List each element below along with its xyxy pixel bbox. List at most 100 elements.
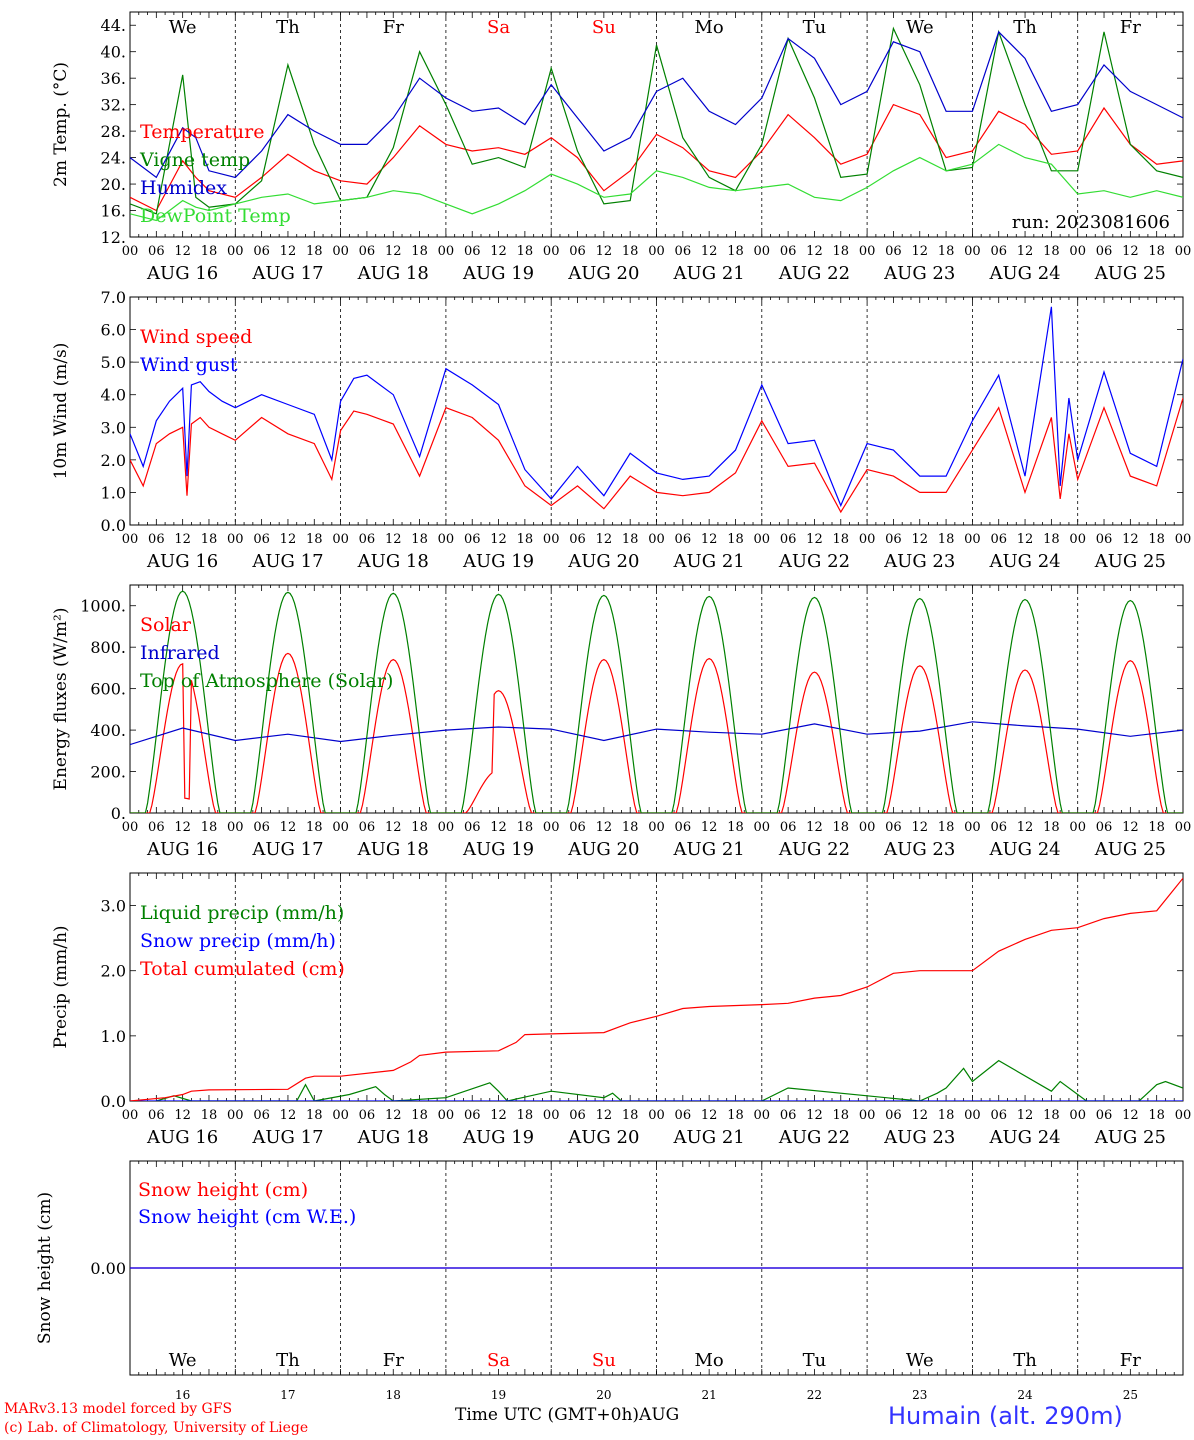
hour-label: 06 bbox=[675, 1108, 692, 1123]
hour-label: 06 bbox=[359, 244, 376, 259]
y-tick-label: 0.0 bbox=[101, 1092, 126, 1111]
hour-label: 12 bbox=[911, 244, 928, 259]
date-label: AUG 25 bbox=[1094, 551, 1166, 572]
y-axis-label: 2m Temp. (°C) bbox=[51, 62, 71, 187]
hour-label: 18 bbox=[517, 244, 534, 259]
weekday-label: We bbox=[906, 17, 934, 38]
model-credit: MARv3.13 model forced by GFS bbox=[4, 1401, 233, 1417]
hour-label: 00 bbox=[332, 244, 349, 259]
hour-label: 18 bbox=[411, 1108, 428, 1123]
hour-label: 06 bbox=[148, 1108, 165, 1123]
legend-entry: Top of Atmosphere (Solar) bbox=[140, 670, 393, 692]
hour-label: 00 bbox=[332, 1108, 349, 1123]
date-label: AUG 21 bbox=[673, 263, 745, 284]
date-label: AUG 16 bbox=[146, 839, 218, 860]
date-label: AUG 16 bbox=[146, 263, 218, 284]
hour-label: 18 bbox=[411, 244, 428, 259]
y-tick-label: 1.0 bbox=[101, 1027, 126, 1046]
hour-label: 00 bbox=[859, 820, 876, 835]
series-line-liquid-precip-mm-h bbox=[156, 1059, 1183, 1101]
y-axis-label: Precip (mm/h) bbox=[51, 925, 71, 1048]
date-label: AUG 25 bbox=[1094, 263, 1166, 284]
date-label: AUG 20 bbox=[567, 551, 639, 572]
y-tick-label: 0.0 bbox=[101, 516, 126, 535]
hour-label: 18 bbox=[201, 820, 218, 835]
hour-label: 18 bbox=[411, 532, 428, 547]
hour-label: 06 bbox=[885, 532, 902, 547]
hour-label: 06 bbox=[1096, 1108, 1113, 1123]
hour-label: 00 bbox=[227, 532, 244, 547]
y-tick-label: 2.0 bbox=[101, 451, 126, 470]
legend-entry: Vigne temp bbox=[139, 149, 250, 171]
legend-entry: Snow height (cm) bbox=[138, 1179, 308, 1201]
day-number: 24 bbox=[1017, 1388, 1033, 1402]
hour-label: 06 bbox=[675, 244, 692, 259]
hour-label: 12 bbox=[701, 244, 718, 259]
hour-label: 00 bbox=[1069, 820, 1086, 835]
hour-label: 18 bbox=[727, 1108, 744, 1123]
hour-label: 18 bbox=[517, 1108, 534, 1123]
hour-label: 12 bbox=[280, 820, 297, 835]
legend-entry: Temperature bbox=[140, 121, 264, 143]
hour-label: 06 bbox=[780, 532, 797, 547]
legend-entry: Infrared bbox=[140, 642, 220, 664]
hour-label: 00 bbox=[543, 532, 560, 547]
day-number: 25 bbox=[1123, 1388, 1138, 1402]
hour-label: 18 bbox=[622, 244, 639, 259]
hour-label: 12 bbox=[1017, 244, 1034, 259]
hour-label: 06 bbox=[359, 532, 376, 547]
hour-label: 06 bbox=[569, 1108, 586, 1123]
y-tick-label: 6.0 bbox=[101, 321, 126, 340]
date-label: AUG 24 bbox=[988, 551, 1060, 572]
day-number: 19 bbox=[491, 1388, 506, 1402]
hour-label: 06 bbox=[464, 532, 481, 547]
date-label: AUG 24 bbox=[988, 263, 1060, 284]
date-label: AUG 21 bbox=[673, 551, 745, 572]
legend-entry: Solar bbox=[140, 614, 192, 636]
hour-label: 18 bbox=[833, 820, 850, 835]
hour-label: 12 bbox=[806, 244, 823, 259]
hour-label: 12 bbox=[911, 820, 928, 835]
hour-label: 18 bbox=[201, 1108, 218, 1123]
hour-label: 12 bbox=[596, 244, 613, 259]
hour-label: 00 bbox=[1069, 244, 1086, 259]
hour-label: 18 bbox=[938, 820, 955, 835]
run-label: run: 2023081606 bbox=[1012, 212, 1170, 233]
date-label: AUG 23 bbox=[883, 263, 955, 284]
hour-label: 06 bbox=[464, 244, 481, 259]
weekday-label: Tu bbox=[803, 1350, 827, 1371]
hour-label: 12 bbox=[385, 820, 402, 835]
hour-label: 12 bbox=[1017, 532, 1034, 547]
weekday-label: Fr bbox=[383, 1350, 404, 1371]
weekday-label: Sa bbox=[487, 17, 510, 38]
hour-label: 06 bbox=[253, 820, 270, 835]
hour-label: 12 bbox=[806, 1108, 823, 1123]
day-number: 22 bbox=[807, 1388, 822, 1402]
y-tick-label: 3.0 bbox=[101, 897, 126, 916]
y-tick-label: 44. bbox=[101, 16, 126, 35]
hour-label: 18 bbox=[622, 1108, 639, 1123]
date-label: AUG 16 bbox=[146, 1127, 218, 1148]
hour-label: 12 bbox=[174, 244, 191, 259]
hour-label: 00 bbox=[332, 532, 349, 547]
date-label: AUG 19 bbox=[462, 1127, 534, 1148]
hour-label: 00 bbox=[227, 1108, 244, 1123]
date-label: AUG 21 bbox=[673, 839, 745, 860]
lab-credit: (c) Lab. of Climatology, University of L… bbox=[4, 1420, 309, 1436]
hour-label: 06 bbox=[1096, 244, 1113, 259]
day-number: 18 bbox=[386, 1388, 401, 1402]
y-tick-label: 200. bbox=[90, 763, 126, 782]
weekday-label: We bbox=[169, 1350, 197, 1371]
weekday-label: Su bbox=[592, 17, 616, 38]
hour-label: 06 bbox=[359, 1108, 376, 1123]
hour-label: 06 bbox=[885, 1108, 902, 1123]
date-label: AUG 19 bbox=[462, 263, 534, 284]
date-label: AUG 17 bbox=[251, 263, 323, 284]
hour-label: 18 bbox=[938, 1108, 955, 1123]
series-line-infrared bbox=[130, 721, 1183, 746]
hour-label: 18 bbox=[517, 820, 534, 835]
hour-label: 12 bbox=[385, 1108, 402, 1123]
hour-label: 18 bbox=[833, 532, 850, 547]
weekday-label: Fr bbox=[1120, 1350, 1141, 1371]
y-tick-label: 0.00 bbox=[90, 1259, 126, 1278]
